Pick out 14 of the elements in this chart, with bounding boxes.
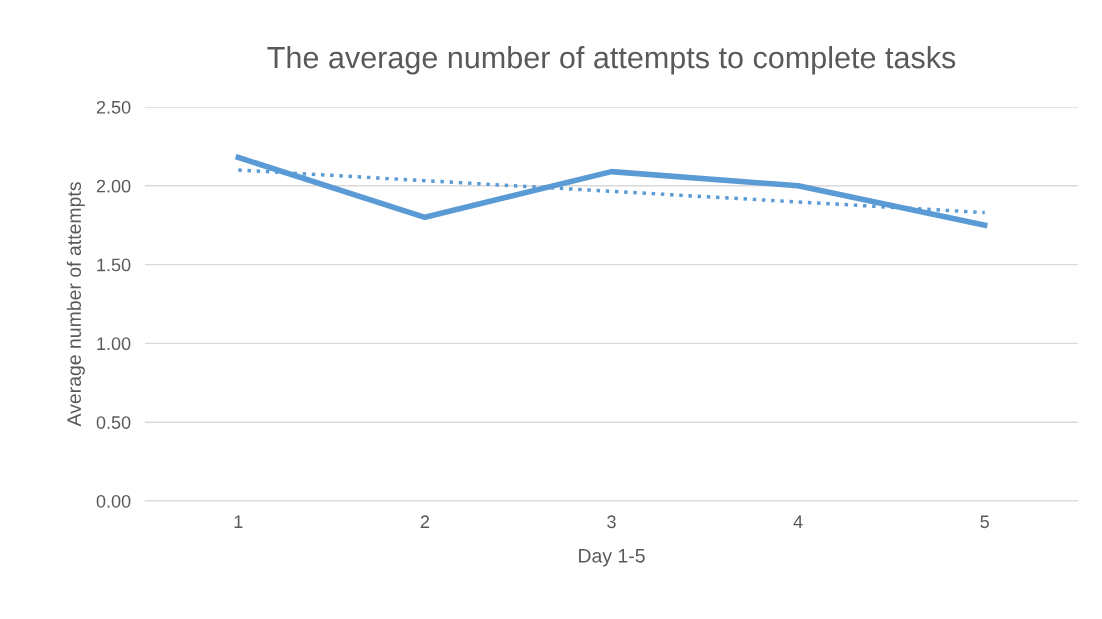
x-tick-label: 1: [234, 515, 243, 528]
y-tick-label: 0.50: [96, 416, 131, 429]
y-tick-label: 2.00: [96, 179, 131, 193]
y-tick-label: 1.00: [97, 337, 131, 351]
x-axis-title: Day 1-5: [579, 549, 645, 567]
y-tick-label: 2.50: [96, 100, 131, 114]
chart-title: The average number of attempts to complete tasks: [267, 45, 956, 75]
y-tick-label: 0.00: [96, 494, 131, 508]
x-tick-label: 3: [607, 515, 616, 529]
y-tick-label: 1.50: [97, 258, 131, 272]
y-axis-title: Average number of attempts: [66, 182, 85, 427]
x-tick-label: 2: [420, 515, 430, 528]
x-tick-label: 5: [980, 515, 989, 529]
x-tick-label: 4: [793, 515, 803, 528]
